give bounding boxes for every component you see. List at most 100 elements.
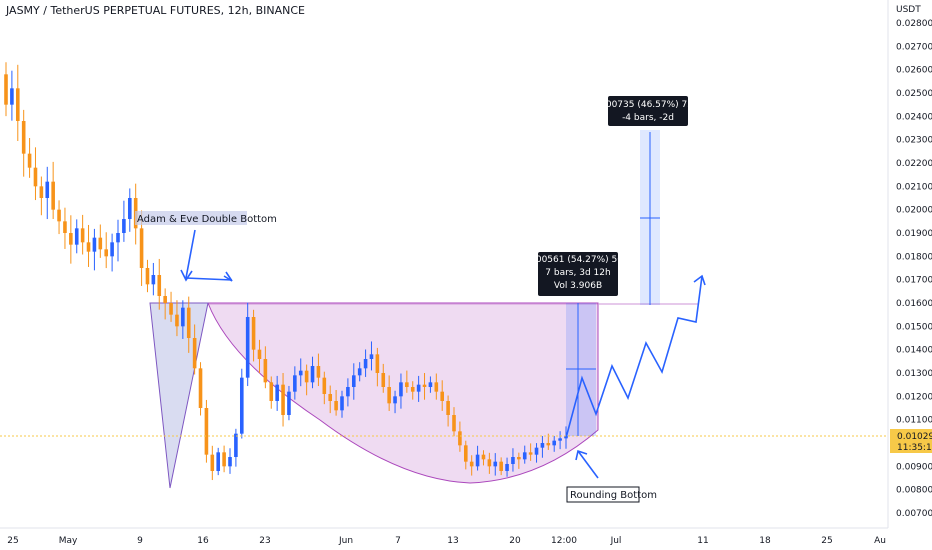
price-label: 0.00900 (896, 462, 932, 472)
chart-title: JASMY / TetherUS PERPETUAL FUTURES, 12h,… (5, 4, 305, 17)
price-label: 0.02500 (896, 89, 932, 99)
candle-up (310, 366, 315, 383)
candle-down (192, 338, 197, 369)
arrowhead-left-icon (180, 269, 193, 282)
time-label: 25 (821, 536, 832, 546)
candle-up (511, 457, 515, 464)
rounding-bottom-arrow-icon (577, 450, 599, 479)
candle-down (69, 233, 73, 245)
price-label: 0.01900 (896, 229, 932, 239)
candle-up (505, 464, 509, 471)
candle-down (304, 370, 309, 383)
price-label: 0.01400 (896, 346, 932, 356)
target-zone (598, 303, 698, 305)
candle-up (399, 382, 403, 397)
candle-down (15, 88, 20, 121)
price-label: 0.02100 (896, 182, 932, 192)
time-label: 16 (197, 536, 209, 546)
candle-up (216, 452, 221, 471)
candle-up (181, 307, 185, 327)
candle-down (281, 384, 285, 415)
candle-up (351, 375, 356, 387)
adam-eve-arrow-icon (185, 229, 233, 281)
price-label: 0.02000 (896, 206, 932, 216)
time-label: May (59, 536, 78, 546)
candle-down (469, 461, 474, 467)
candle-down (57, 209, 61, 222)
measure-tooltip-1: 0.00561 (54.27%) 561 7 bars, 3d 12h Vol … (527, 252, 629, 296)
time-label: 12:00 (551, 536, 577, 546)
candle-up (369, 354, 374, 359)
time-label: 13 (447, 536, 458, 546)
candle-up (127, 198, 132, 219)
candle-down (186, 307, 191, 338)
candle-up (245, 317, 250, 378)
rounding-bottom-label-bg (566, 486, 640, 503)
measure-tool-2[interactable] (640, 130, 660, 305)
price-label: 0.02400 (896, 112, 932, 122)
candle-down (328, 394, 333, 401)
candle-up (293, 375, 297, 392)
candle-down (499, 461, 503, 471)
price-label: 0.00800 (896, 486, 932, 496)
candle-down (375, 354, 380, 373)
time-label: 7 (395, 536, 401, 546)
candle-down (487, 459, 492, 467)
rounding-bottom-label: Rounding Bottom (570, 490, 657, 501)
candle-down (139, 228, 144, 268)
candle-down (405, 382, 409, 387)
candle-up (534, 447, 539, 455)
candle-up (74, 228, 79, 245)
candle-down (269, 382, 274, 401)
rounding-bottom-shape (207, 302, 599, 484)
candle-down (458, 431, 462, 446)
price-axis-unit: USDT (896, 5, 921, 15)
candle-up (475, 454, 480, 467)
price-label: 0.01500 (896, 322, 932, 332)
time-axis[interactable]: 25 May 9 16 23 Jun 7 13 20 12:00 Jul 11 18 25 Au (0, 527, 888, 546)
candle-down (381, 373, 386, 387)
price-label: 0.02200 (896, 159, 932, 169)
measure-tool-1[interactable] (566, 303, 596, 436)
candle-down (104, 249, 109, 257)
adam-eve-label: Adam & Eve Double Bottom (137, 214, 277, 225)
price-label: 0.01200 (896, 392, 932, 402)
candle-down (452, 415, 456, 432)
candle-down (316, 366, 321, 378)
candle-up (151, 275, 156, 285)
pattern-layer (149, 302, 698, 489)
candle-up (110, 242, 114, 257)
candle-down (204, 408, 209, 455)
price-axis[interactable]: USDT 0.02800 0.02700 0.02600 0.02500 0.02400… (887, 0, 932, 528)
current-price-value: 0.01029 (897, 432, 932, 442)
candle-up (357, 368, 362, 376)
price-label: 0.02300 (896, 136, 932, 146)
candle-down (251, 317, 256, 350)
candle-up (92, 237, 97, 252)
candle-down (163, 296, 167, 303)
candle-down (210, 454, 215, 471)
candle-up (116, 233, 120, 243)
candle-down (198, 368, 203, 408)
measure-1-line-3: Vol 3.906B (554, 281, 602, 291)
time-label: 11 (697, 536, 708, 546)
candle-down (86, 242, 91, 252)
candle-down (222, 452, 226, 467)
measure-2-line-2: -4 bars, -2d (622, 113, 674, 123)
candle-down (546, 443, 551, 446)
candle-up (552, 440, 557, 446)
projection-arrowhead-icon (693, 274, 706, 286)
candle-down (175, 314, 179, 327)
candle-down (27, 153, 32, 168)
candle-up (363, 359, 368, 369)
candle-down (410, 387, 415, 392)
candle-down (387, 387, 391, 404)
time-label: 18 (759, 536, 771, 546)
candle-down (446, 401, 450, 415)
measure-tooltip-2: 0.00735 (46.57%) 735 -4 bars, -2d (597, 96, 699, 126)
candle-up (275, 384, 279, 401)
time-label: 9 (137, 536, 143, 546)
price-label: 0.01800 (896, 252, 932, 262)
